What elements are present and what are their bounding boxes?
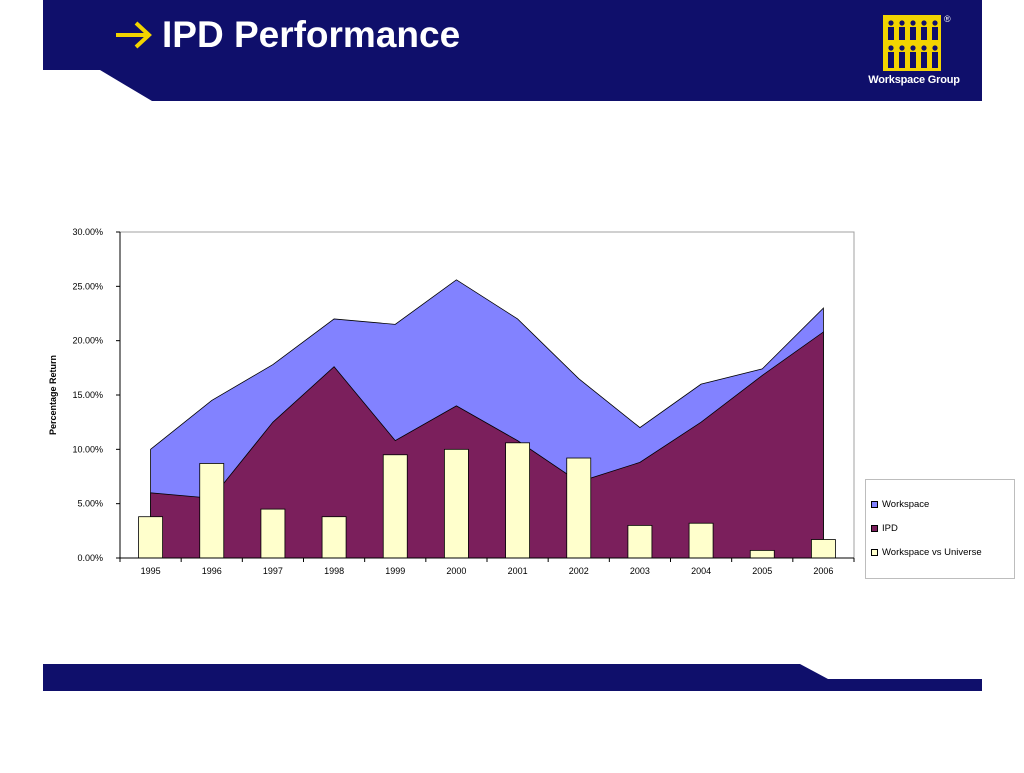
bar-2000: [444, 448, 469, 559]
footer-band: [0, 660, 1024, 694]
legend-item: Workspace vs Universe: [871, 545, 982, 559]
area-series-ipd: [150, 331, 824, 559]
logo-figure-head: [932, 20, 938, 26]
logo-figure-head: [932, 45, 938, 51]
logo-figure-head: [910, 45, 916, 51]
y-axis-label: Percentage Return: [48, 355, 58, 435]
x-tick-label: 2004: [691, 566, 711, 576]
x-tick-label: 2005: [752, 566, 772, 576]
x-tick-label: 2000: [446, 566, 466, 576]
chart-legend: Workspace IPD Workspace vs Universe: [865, 479, 1015, 579]
x-tick-label: 1997: [263, 566, 283, 576]
logo-figure-head: [910, 20, 916, 26]
x-tick-label: 2003: [630, 566, 650, 576]
title-row: IPD Performance: [114, 12, 460, 58]
bar-1999: [382, 454, 408, 559]
logo-figure-body: [910, 27, 916, 40]
legend-label: Workspace: [882, 498, 930, 510]
logo-figure-head: [921, 45, 927, 51]
legend-swatch: [871, 500, 878, 508]
x-tick-label: 2006: [813, 566, 833, 576]
x-tick-label: 2002: [569, 566, 589, 576]
logo-figure-body: [921, 27, 927, 40]
logo-figure-head: [921, 20, 927, 26]
x-tick-label: 1999: [385, 566, 405, 576]
logo-text: Workspace Group: [868, 74, 960, 86]
logo-figure-head: [888, 20, 894, 26]
logo-mark-icon: [883, 15, 941, 71]
bar-1996: [199, 463, 225, 559]
y-tick-label: 0.00%: [77, 553, 103, 563]
logo-figure-body: [921, 52, 927, 68]
y-tick-label: 25.00%: [72, 281, 103, 291]
x-tick-label: 1996: [202, 566, 222, 576]
x-tick-label: 2001: [508, 566, 528, 576]
footer-band-shape: [43, 664, 982, 691]
legend-label: IPD: [882, 522, 898, 534]
logo-figure-head: [888, 45, 894, 51]
bar-1998: [321, 516, 347, 559]
y-tick-label: 10.00%: [72, 444, 103, 454]
legend-item: Workspace: [871, 497, 929, 511]
y-tick-label: 20.00%: [72, 336, 103, 346]
logo-figure-body: [932, 52, 938, 68]
logo-figure-body: [932, 27, 938, 40]
bar-2001: [505, 442, 530, 559]
logo-figure-body: [899, 52, 905, 68]
bar-2002: [566, 457, 592, 559]
logo-figure-head: [899, 20, 905, 26]
bar-2004: [688, 522, 714, 559]
legend-item: IPD: [871, 521, 898, 535]
x-tick-label: 1995: [141, 566, 161, 576]
y-tick-label: 30.00%: [72, 227, 103, 237]
logo-figure-body: [910, 52, 916, 68]
logo-figure-body: [899, 27, 905, 40]
company-logo: ® Workspace Group: [866, 12, 962, 90]
bar-2003: [627, 525, 653, 559]
right-arrow-icon: [116, 21, 152, 49]
logo-figure-body: [888, 52, 894, 68]
registered-mark: ®: [944, 14, 951, 24]
logo-figure-head: [899, 45, 905, 51]
bar-1995: [138, 516, 163, 559]
header-band: [0, 0, 1024, 102]
y-tick-label: 15.00%: [72, 390, 103, 400]
y-tick-label: 5.00%: [77, 499, 103, 509]
bar-2005: [749, 549, 775, 559]
logo-figure-body: [888, 27, 894, 40]
bar-1997: [260, 508, 286, 559]
header-band-shape: [43, 0, 982, 101]
legend-swatch: [871, 524, 878, 532]
legend-label: Workspace vs Universe: [882, 546, 982, 558]
legend-swatch: [871, 548, 878, 556]
x-tick-label: 1998: [324, 566, 344, 576]
bar-2006: [811, 539, 836, 559]
page-title: IPD Performance: [162, 14, 461, 55]
